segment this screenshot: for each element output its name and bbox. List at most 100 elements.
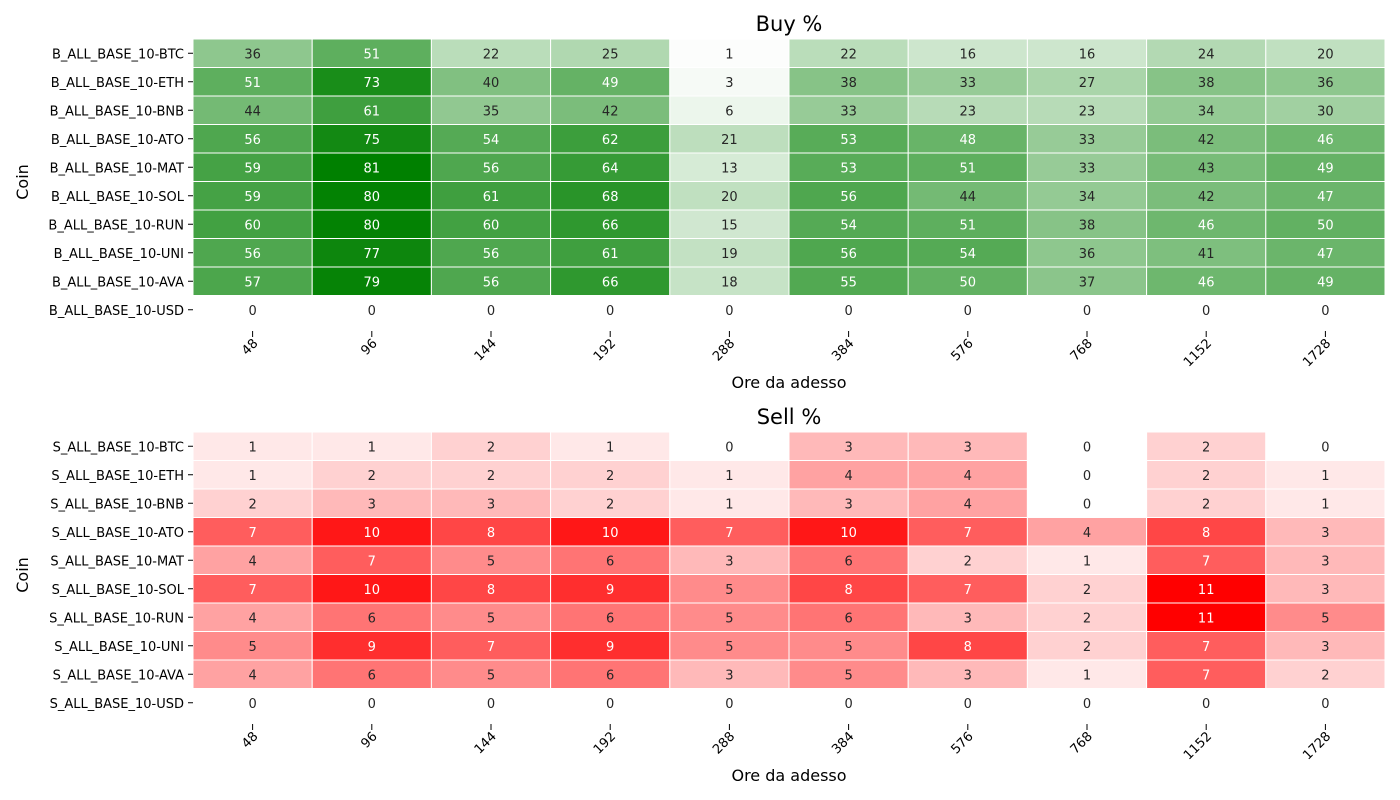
sell-cell-value: 3 <box>1321 640 1329 655</box>
buy-cell-value: 49 <box>1317 275 1334 290</box>
buy-chart-title: Buy % <box>756 12 823 36</box>
sell-cell-value: 2 <box>1202 497 1210 512</box>
sell-col-label: 768 <box>1068 729 1096 757</box>
buy-cell-value: 0 <box>725 304 733 319</box>
buy-col-label: 576 <box>948 336 976 364</box>
sell-cell-value: 2 <box>487 440 495 455</box>
buy-cell-value: 36 <box>244 47 261 62</box>
buy-cell-value: 56 <box>483 275 500 290</box>
buy-cell <box>1265 266 1386 296</box>
buy-cell <box>430 152 552 182</box>
buy-col-label: 48 <box>239 336 261 358</box>
buy-cell-value: 36 <box>1317 76 1334 91</box>
sell-cell <box>550 574 671 604</box>
buy-cell-value: 0 <box>964 304 972 319</box>
buy-cell <box>192 124 313 154</box>
sell-cell-value: 9 <box>606 640 614 655</box>
sell-cell-value: 3 <box>964 440 972 455</box>
buy-cell <box>1026 295 1148 325</box>
buy-cell-value: 33 <box>960 76 977 91</box>
buy-cell <box>1146 67 1267 97</box>
buy-cell-value: 23 <box>960 104 977 119</box>
sell-cell <box>311 631 432 661</box>
sell-row-label: S_ALL_BASE_10-SOL <box>52 583 185 598</box>
buy-row-label: B_ALL_BASE_10-SOL <box>51 190 185 205</box>
sell-cell <box>430 631 552 661</box>
buy-cell-value: 0 <box>1202 304 1210 319</box>
buy-col-label: 1728 <box>1300 336 1334 370</box>
buy-cell <box>430 238 552 268</box>
buy-cell-value: 0 <box>606 304 614 319</box>
sell-cell-value: 3 <box>368 497 376 512</box>
buy-cell-value: 23 <box>1079 104 1096 119</box>
buy-cell <box>1265 209 1386 239</box>
sell-cell-value: 0 <box>1083 697 1091 712</box>
buy-cell-value: 60 <box>244 218 261 233</box>
buy-cell <box>1146 209 1267 239</box>
sell-cell <box>907 488 1028 518</box>
buy-cell-value: 38 <box>1198 76 1215 91</box>
sell-cell-value: 7 <box>368 554 376 569</box>
sell-col-label: 1728 <box>1300 729 1334 763</box>
sell-cell <box>788 488 909 518</box>
buy-row-label: B_ALL_BASE_10-ATO <box>51 133 184 148</box>
sell-cell-value: 5 <box>725 640 733 655</box>
sell-cell-value: 6 <box>606 611 614 626</box>
sell-cell-value: 7 <box>1202 640 1210 655</box>
sell-cell-value: 0 <box>606 697 614 712</box>
buy-cell <box>311 266 432 296</box>
sell-cell <box>550 545 671 575</box>
buy-cell-value: 80 <box>364 190 381 205</box>
buy-cell-value: 66 <box>602 218 619 233</box>
sell-cell-value: 10 <box>364 526 381 541</box>
buy-cell <box>311 67 432 97</box>
sell-cell-value: 0 <box>368 697 376 712</box>
buy-row-label: B_ALL_BASE_10-MAT <box>50 161 184 176</box>
buy-cell <box>311 95 432 125</box>
buy-cell-value: 44 <box>244 104 261 119</box>
sell-cell-value: 5 <box>1321 611 1329 626</box>
sell-cell <box>1146 574 1267 604</box>
buy-cell <box>430 181 552 211</box>
buy-cell <box>430 295 552 325</box>
sell-cell <box>192 431 313 461</box>
sell-cell <box>1146 517 1267 547</box>
sell-cell-value: 6 <box>368 668 376 683</box>
sell-cell <box>907 460 1028 490</box>
buy-cell-value: 57 <box>244 275 261 290</box>
buy-col-label: 384 <box>829 336 857 364</box>
sell-cell-value: 1 <box>1321 497 1329 512</box>
buy-cell-value: 75 <box>364 133 381 148</box>
buy-cell-value: 37 <box>1079 275 1096 290</box>
buy-col-label: 144 <box>472 336 500 364</box>
buy-row-label: B_ALL_BASE_10-ETH <box>51 76 184 91</box>
buy-cell-value: 59 <box>244 190 261 205</box>
buy-cell <box>669 295 790 325</box>
buy-cell-value: 22 <box>483 47 500 62</box>
buy-col-label: 96 <box>358 336 380 358</box>
sell-cell <box>788 659 909 689</box>
buy-cell <box>1026 266 1148 296</box>
buy-heatmap-grid: 36 51 22 25 1 22 16 16 24 20 51 73 40 49 3 38 33 27 38 36 44… <box>48 38 1386 370</box>
sell-cell <box>788 688 909 718</box>
sell-cell <box>430 688 552 718</box>
buy-cell-value: 22 <box>840 47 857 62</box>
sell-cell-value: 7 <box>964 526 972 541</box>
sell-cell-value: 2 <box>1083 611 1091 626</box>
buy-cell-value: 47 <box>1317 247 1334 262</box>
buy-cell-value: 53 <box>840 133 857 148</box>
sell-cell-value: 1 <box>1083 668 1091 683</box>
sell-cell-value: 1 <box>606 440 614 455</box>
buy-cell <box>1265 124 1386 154</box>
sell-cell-value: 5 <box>487 554 495 569</box>
buy-cell-value: 0 <box>1083 304 1091 319</box>
sell-cell-value: 1 <box>248 469 256 484</box>
buy-cell-value: 34 <box>1079 190 1096 205</box>
sell-row-label: S_ALL_BASE_10-UNI <box>54 640 184 655</box>
sell-cell <box>907 659 1028 689</box>
buy-cell-value: 16 <box>960 47 977 62</box>
buy-cell-value: 15 <box>721 218 738 233</box>
buy-cell <box>669 238 790 268</box>
buy-cell-value: 59 <box>244 161 261 176</box>
sell-cell <box>311 517 432 547</box>
